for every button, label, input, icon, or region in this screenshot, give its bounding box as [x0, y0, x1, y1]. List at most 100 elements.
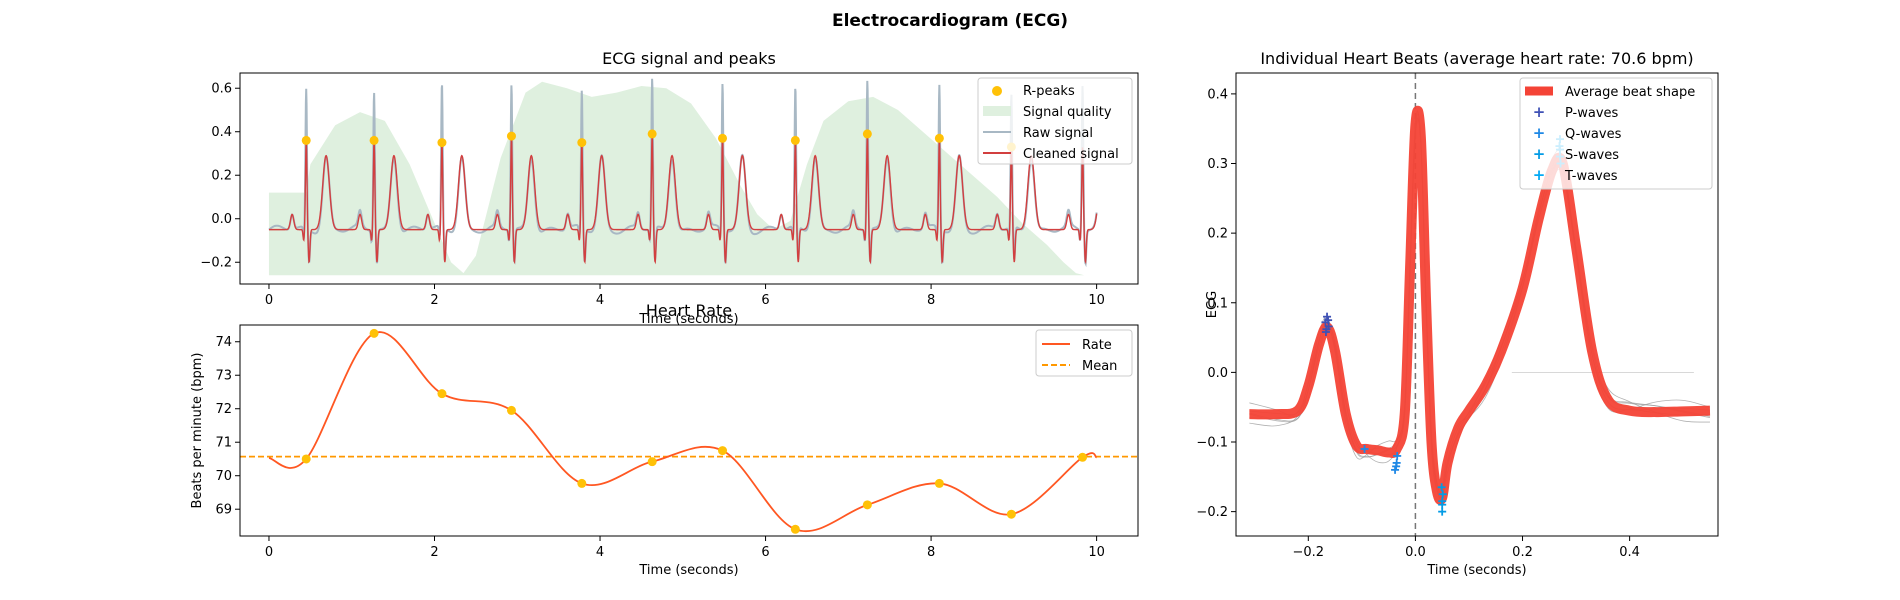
legend-pwave-marker: + — [1533, 103, 1546, 121]
rate-point — [862, 500, 872, 510]
signal-xtick-label: 4 — [596, 293, 604, 308]
legend-signal-quality: Signal quality — [1023, 105, 1112, 120]
legend-swaves: S-waves — [1565, 148, 1619, 163]
cleaned-signal-line — [268, 134, 1098, 265]
rate-xtick-label: 8 — [927, 545, 935, 560]
rate-point — [790, 524, 800, 534]
beats-ytick-label: −0.2 — [1196, 505, 1228, 520]
beats-frame — [1235, 72, 1719, 537]
rate-point — [1006, 509, 1016, 519]
pwave-marker — [1321, 328, 1330, 337]
beats-ytick-label: 0.3 — [1207, 157, 1228, 172]
legend-swave-marker: + — [1533, 145, 1546, 163]
qwave-marker — [1392, 462, 1401, 471]
legend-cleaned-signal: Cleaned signal — [1023, 147, 1119, 162]
rate-xtick-label: 10 — [1088, 545, 1105, 560]
rate-ytick-label: 71 — [215, 436, 232, 451]
signal-ytick-label: −0.2 — [200, 256, 232, 271]
beats-xtick-label: −0.2 — [1293, 545, 1325, 560]
rate-point — [1078, 452, 1088, 462]
rate-xtick-label: 4 — [596, 545, 604, 560]
rpeak-point — [437, 138, 447, 148]
rate-point — [301, 454, 311, 464]
signal-frame — [239, 72, 1139, 285]
rate-point — [369, 328, 379, 338]
rpeak-point — [862, 129, 872, 139]
rate-panel-title: Heart Rate — [646, 301, 732, 320]
signal-panel-title: ECG signal and peaks — [602, 49, 776, 68]
rate-ytick-label: 69 — [215, 503, 232, 518]
beats-xtick-label: 0.4 — [1619, 545, 1640, 560]
figure-title: Electrocardiogram (ECG) — [832, 11, 1068, 31]
rate-point — [437, 389, 447, 399]
legend-quality-swatch — [983, 106, 1011, 116]
rpeak-point — [369, 135, 379, 145]
legend-raw-signal: Raw signal — [1023, 126, 1093, 141]
signal-xtick-label: 10 — [1088, 293, 1105, 308]
rpeak-point — [577, 138, 587, 148]
legend-twaves: T-waves — [1564, 169, 1618, 184]
legend-average-beat: Average beat shape — [1565, 85, 1695, 100]
beats-ytick-label: 0.2 — [1207, 227, 1228, 242]
swave-marker — [1438, 497, 1447, 506]
signal-axes: 0 2 4 6 8 10 −0.2 0.0 0.2 0.4 0.6 — [200, 72, 1139, 308]
rate-point — [647, 457, 657, 467]
pwave-marker — [1324, 316, 1333, 325]
legend-qwave-marker: + — [1533, 124, 1546, 142]
rpeak-point — [934, 133, 944, 143]
rate-ytick-label: 72 — [215, 402, 232, 417]
rate-y-axis-label: Beats per minute (bpm) — [190, 353, 205, 509]
legend-mean: Mean — [1082, 359, 1117, 374]
beats-ytick-label: 0.0 — [1207, 366, 1228, 381]
rate-axes: 0 2 4 6 8 10 69 70 71 72 73 74 — [215, 324, 1139, 560]
rate-point — [718, 446, 728, 456]
beats-x-axis-label: Time (seconds) — [1426, 563, 1526, 578]
heart-rate-panel: Heart Rate 0 2 4 6 8 10 69 70 71 72 73 74 Time (sec… — [190, 301, 1139, 578]
rate-line — [268, 331, 1098, 532]
rpeak-point — [506, 131, 516, 141]
legend-pwaves: P-waves — [1565, 106, 1619, 121]
signal-ytick-label: 0.2 — [211, 169, 232, 184]
rpeak-point — [718, 133, 728, 143]
signal-xtick-label: 2 — [430, 293, 438, 308]
signal-ytick-label: 0.0 — [211, 212, 232, 227]
rate-point — [934, 478, 944, 488]
swave-marker — [1437, 483, 1446, 492]
rpeak-point — [301, 135, 311, 145]
beats-ytick-label: 0.4 — [1207, 87, 1228, 102]
rpeak-point — [790, 135, 800, 145]
qwave-marker — [1360, 444, 1369, 453]
heart-beats-panel: Individual Heart Beats (average heart ra… — [1196, 49, 1719, 578]
rate-point — [506, 405, 516, 415]
legend-rpeak-marker — [992, 86, 1002, 96]
rate-point — [577, 478, 587, 488]
beats-panel-title: Individual Heart Beats (average heart ra… — [1260, 49, 1693, 68]
signal-plot-area — [268, 78, 1098, 276]
qwave-marker — [1393, 451, 1402, 460]
beats-ytick-label: 0.1 — [1207, 296, 1228, 311]
rpeak-point — [647, 129, 657, 139]
legend-twave-marker: + — [1533, 166, 1546, 184]
beats-ytick-label: −0.1 — [1196, 436, 1228, 451]
signal-xtick-label: 8 — [927, 293, 935, 308]
beats-y-axis-label: ECG — [1205, 291, 1220, 318]
swave-marker — [1438, 490, 1447, 499]
legend-rate: Rate — [1082, 338, 1112, 353]
rate-xtick-label: 2 — [430, 545, 438, 560]
signal-quality-area — [268, 81, 1085, 276]
beats-plot-area — [1249, 73, 1711, 536]
signal-legend: R-peaks Signal quality Raw signal Cleane… — [977, 77, 1133, 165]
rate-frame — [239, 324, 1139, 537]
signal-ytick-label: 0.6 — [211, 82, 232, 97]
ecg-signal-panel: ECG signal and peaks 0 2 4 6 8 10 −0.2 0.0 0.2 0.… — [200, 49, 1139, 327]
rate-xtick-label: 0 — [265, 545, 273, 560]
signal-x-axis-label: Time (seconds) — [638, 312, 738, 327]
signal-ytick-label: 0.4 — [211, 125, 232, 140]
beats-xtick-label: 0.2 — [1512, 545, 1533, 560]
rate-xtick-label: 6 — [761, 545, 769, 560]
rate-legend: Rate Mean — [1035, 329, 1133, 377]
beats-axes: −0.2 0.0 0.2 0.4 −0.2 −0.1 0.0 0.1 0.2 0.3 0.4 — [1196, 72, 1719, 560]
rate-ytick-label: 73 — [215, 369, 232, 384]
rate-ytick-label: 70 — [215, 469, 232, 484]
